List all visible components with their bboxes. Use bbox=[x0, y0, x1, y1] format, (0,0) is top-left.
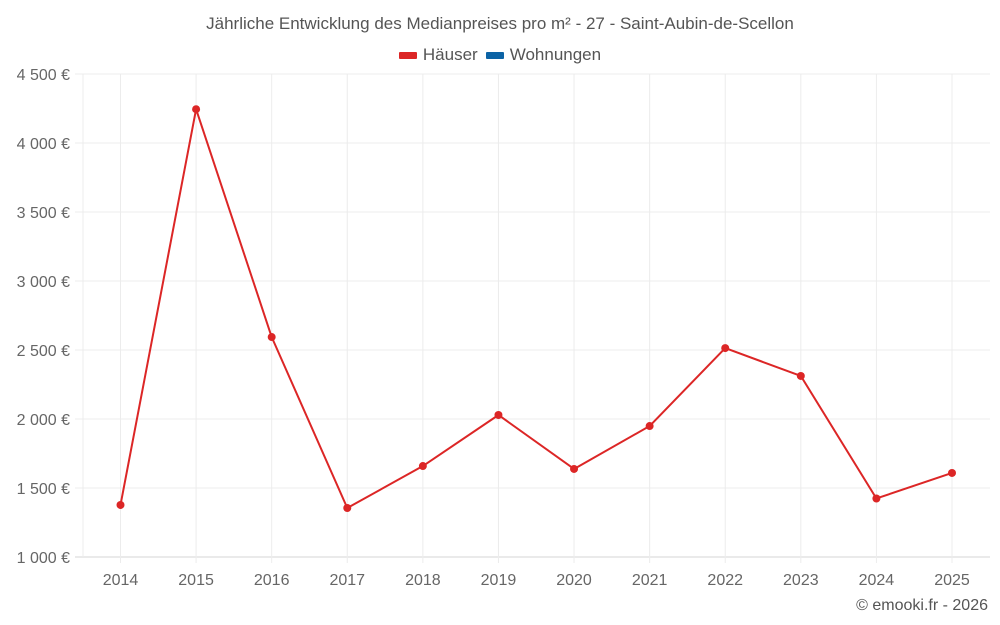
legend-label-haeuser: Häuser bbox=[422, 45, 478, 64]
x-tick-label: 2020 bbox=[556, 572, 592, 589]
data-point[interactable] bbox=[494, 410, 503, 419]
y-tick-label: 4 000 € bbox=[17, 136, 70, 153]
y-tick-label: 4 500 € bbox=[17, 67, 70, 84]
x-tick-label: 2025 bbox=[934, 572, 970, 589]
y-tick-label: 2 500 € bbox=[17, 343, 70, 360]
y-tick-label: 2 000 € bbox=[17, 412, 70, 429]
data-point[interactable] bbox=[192, 105, 201, 114]
x-tick-label: 2016 bbox=[254, 572, 290, 589]
data-point[interactable] bbox=[343, 504, 352, 513]
x-tick-label: 2019 bbox=[481, 572, 517, 589]
series-line bbox=[119, 108, 953, 510]
haeuser-swatch-icon bbox=[398, 51, 417, 59]
y-tick-label: 3 500 € bbox=[17, 205, 70, 222]
data-point[interactable] bbox=[796, 371, 805, 380]
x-tick-label: 2017 bbox=[329, 572, 365, 589]
data-point[interactable] bbox=[645, 422, 654, 431]
data-point[interactable] bbox=[570, 464, 579, 473]
x-tick-label: 2023 bbox=[783, 572, 819, 589]
data-point[interactable] bbox=[721, 344, 730, 353]
data-point[interactable] bbox=[418, 462, 427, 471]
x-tick-label: 2015 bbox=[178, 572, 214, 589]
chart-legend: Häuser Wohnungen bbox=[0, 45, 1000, 65]
wohnungen-swatch-icon bbox=[485, 51, 504, 59]
data-point[interactable] bbox=[267, 333, 276, 342]
x-tick-label: 2014 bbox=[103, 572, 139, 589]
legend-label-wohnungen: Wohnungen bbox=[509, 45, 602, 64]
x-tick-label: 2024 bbox=[859, 572, 895, 589]
y-tick-label: 1 500 € bbox=[17, 481, 70, 498]
x-tick-label: 2022 bbox=[707, 572, 743, 589]
credit-text: © emooki.fr - 2026 bbox=[856, 597, 988, 614]
data-point[interactable] bbox=[116, 500, 125, 509]
data-point[interactable] bbox=[872, 494, 881, 503]
x-tick-label: 2021 bbox=[632, 572, 668, 589]
y-tick-label: 3 000 € bbox=[17, 274, 70, 291]
chart-title: Jährliche Entwicklung des Medianpreises … bbox=[206, 14, 794, 33]
x-tick-label: 2018 bbox=[405, 572, 441, 589]
legend-item-haeuser[interactable]: Häuser bbox=[398, 45, 478, 65]
legend-item-wohnungen[interactable]: Wohnungen bbox=[485, 45, 602, 65]
y-tick-label: 1 000 € bbox=[17, 550, 70, 567]
data-point[interactable] bbox=[948, 468, 956, 477]
